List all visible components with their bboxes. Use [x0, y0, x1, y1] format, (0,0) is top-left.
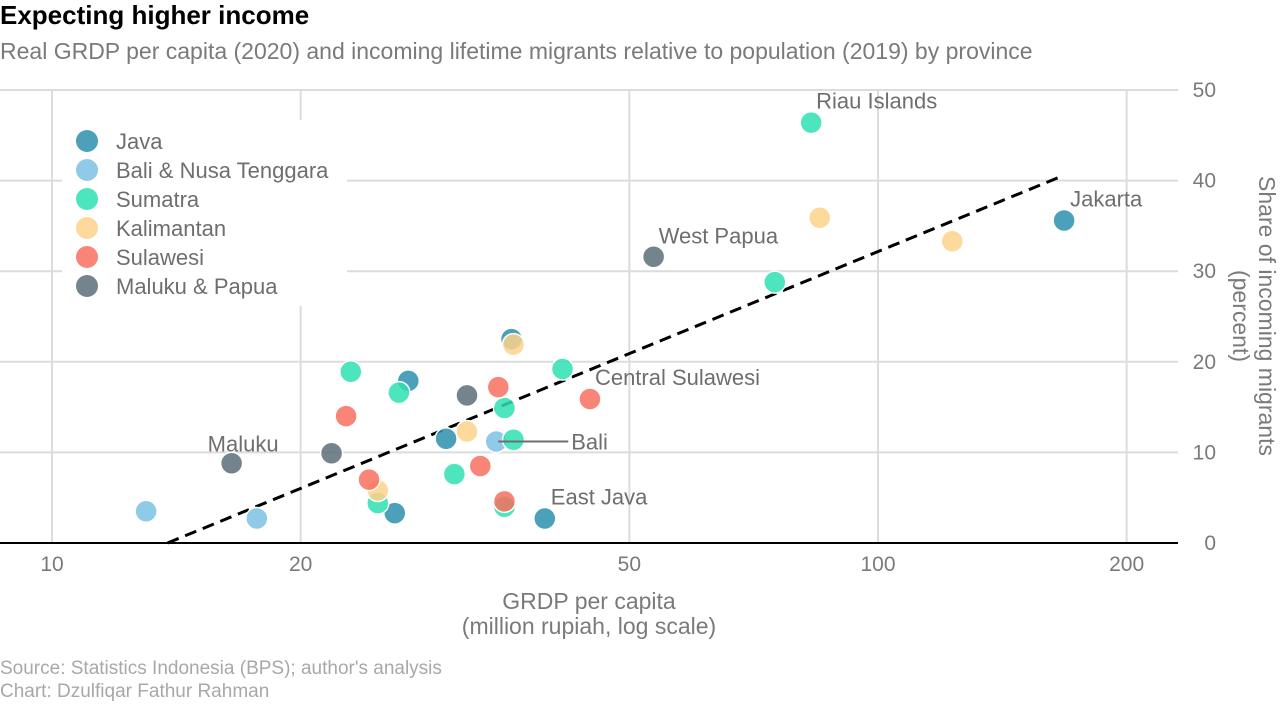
data-point	[940, 229, 965, 254]
data-point	[533, 506, 557, 531]
legend-swatch	[76, 275, 98, 297]
x-tick-label: 100	[860, 553, 895, 576]
y-tick-label: 10	[1193, 441, 1216, 464]
trend-line	[166, 176, 1059, 545]
data-point	[245, 506, 269, 531]
data-point	[455, 419, 479, 444]
legend-swatch	[76, 130, 98, 152]
data-point	[799, 110, 823, 135]
x-axis-label-line2: (million rupiah, log scale)	[462, 613, 716, 639]
legend-entry: Kalimantan	[116, 216, 226, 241]
legend-background	[62, 120, 347, 306]
point-label: East Java	[551, 485, 648, 510]
y-axis-label-line2: (percent)	[1228, 270, 1254, 362]
chart-title: Expecting higher income	[0, 0, 310, 30]
data-point	[807, 205, 832, 230]
chart-subtitle: Real GRDP per capita (2020) and incoming…	[0, 38, 1033, 64]
legend-entry: Maluku & Papua	[116, 274, 278, 299]
x-tick-label: 50	[618, 553, 641, 576]
data-point	[492, 489, 517, 514]
data-point	[442, 462, 467, 486]
point-label: West Papua	[659, 224, 779, 249]
data-point	[319, 441, 344, 466]
y-tick-label: 50	[1193, 79, 1216, 102]
data-point	[357, 467, 381, 492]
point-label: Bali	[571, 430, 608, 455]
legend-entry: Bali & Nusa Tenggara	[116, 158, 329, 183]
point-labels: Jakarta East Java Bali Riau Islands Central …	[208, 89, 1143, 510]
data-point	[387, 380, 411, 405]
legend: Java Bali & Nusa Tenggara Sumatra Kalimanta…	[62, 120, 347, 306]
caption-source: Source: Statistics Indonesia (BPS); auth…	[0, 658, 442, 679]
legend-entry: Sulawesi	[116, 245, 204, 270]
point-label: Riau Islands	[816, 89, 937, 114]
legend-swatch	[76, 217, 98, 239]
legend-entry: Sumatra	[116, 187, 200, 212]
data-point	[219, 451, 244, 476]
y-tick-label: 40	[1193, 170, 1216, 193]
x-tick-label: 10	[40, 553, 63, 576]
data-point	[334, 404, 358, 428]
x-axis-ticks: 10 20 50 100 200	[40, 553, 1144, 576]
data-point	[486, 375, 511, 399]
legend-swatch	[76, 188, 98, 210]
data-point	[134, 499, 158, 524]
data-point	[501, 332, 526, 357]
data-point	[763, 270, 787, 294]
x-tick-label: 200	[1109, 553, 1144, 576]
y-axis-label-line1: Share of incoming migrants	[1254, 176, 1280, 456]
point-label: Central Sulawesi	[595, 365, 760, 390]
legend-entry: Java	[116, 129, 163, 154]
data-point	[641, 244, 666, 269]
point-label: Jakarta	[1070, 186, 1143, 211]
legend-swatch	[76, 246, 98, 268]
x-axis-label-line1: GRDP per capita	[502, 588, 676, 614]
y-tick-label: 30	[1193, 260, 1216, 283]
x-tick-label: 20	[289, 553, 312, 576]
y-tick-label: 20	[1193, 351, 1216, 374]
y-tick-label: 0	[1204, 532, 1216, 555]
data-points	[134, 110, 1076, 531]
data-point	[1052, 208, 1076, 233]
y-axis-ticks: 0 10 20 30 40 50	[1193, 79, 1216, 555]
data-point	[455, 383, 479, 408]
caption-author: Chart: Dzulfiqar Fathur Rahman	[0, 681, 270, 702]
point-label: Maluku	[208, 431, 279, 456]
data-point	[550, 357, 575, 381]
data-point	[578, 387, 602, 411]
data-point	[468, 454, 493, 478]
data-point	[434, 427, 458, 451]
data-point	[501, 427, 526, 452]
data-point	[339, 360, 363, 384]
data-point	[492, 396, 517, 420]
legend-swatch	[76, 159, 98, 181]
